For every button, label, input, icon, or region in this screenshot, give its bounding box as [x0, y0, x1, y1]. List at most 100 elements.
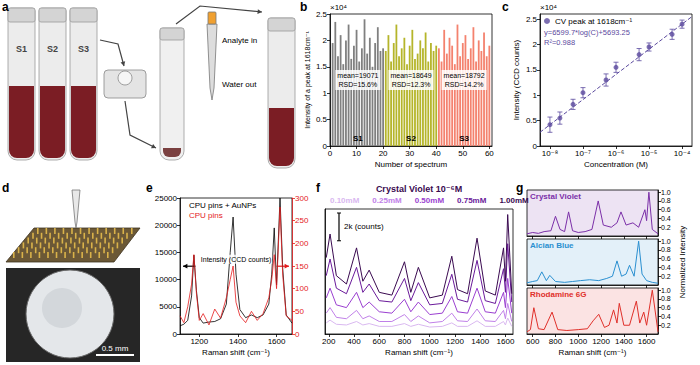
svg-text:0.10mM: 0.10mM	[330, 196, 360, 205]
svg-text:50: 50	[458, 149, 467, 158]
svg-text:0.8: 0.8	[661, 197, 671, 204]
svg-text:0.5 mm: 0.5 mm	[102, 344, 129, 353]
svg-text:Raman shift (cm⁻¹): Raman shift (cm⁻¹)	[559, 348, 627, 357]
svg-text:×10⁴: ×10⁴	[330, 3, 348, 12]
svg-text:0.4: 0.4	[661, 313, 671, 320]
svg-text:0.2: 0.2	[661, 273, 671, 280]
svg-text:RSD=14.2%: RSD=14.2%	[445, 81, 484, 88]
svg-text:1200: 1200	[190, 337, 208, 346]
svg-text:10⁻⁶: 10⁻⁶	[608, 149, 624, 158]
svg-text:1200: 1200	[592, 337, 610, 346]
svg-text:0.8: 0.8	[661, 246, 671, 253]
svg-text:CPU pins + AuNPs: CPU pins + AuNPs	[189, 201, 256, 210]
svg-text:0.2: 0.2	[661, 224, 671, 231]
svg-text:250: 250	[295, 216, 309, 225]
svg-text:RSD=15.6%: RSD=15.6%	[339, 81, 378, 88]
svg-text:1: 1	[533, 91, 538, 100]
svg-text:1: 1	[323, 89, 328, 98]
svg-text:5000: 5000	[159, 302, 177, 311]
svg-text:Normalized Intensity: Normalized Intensity	[678, 226, 687, 298]
svg-text:800: 800	[549, 337, 563, 346]
svg-text:10⁻⁵: 10⁻⁵	[641, 149, 657, 158]
svg-text:Raman shift (cm⁻¹): Raman shift (cm⁻¹)	[202, 348, 270, 357]
svg-text:1400: 1400	[615, 337, 633, 346]
svg-text:RSD=12.3%: RSD=12.3%	[392, 81, 431, 88]
svg-text:Rhodamine 6G: Rhodamine 6G	[530, 290, 586, 299]
svg-text:10: 10	[352, 149, 361, 158]
svg-text:0.75mM: 0.75mM	[457, 196, 487, 205]
svg-text:Analyte in: Analyte in	[222, 36, 257, 45]
svg-text:d: d	[2, 181, 9, 195]
svg-text:1400: 1400	[471, 337, 489, 346]
svg-text:10⁻⁴: 10⁻⁴	[674, 149, 691, 158]
svg-text:0.5: 0.5	[526, 116, 538, 125]
svg-text:Water out: Water out	[222, 80, 257, 89]
svg-text:200: 200	[322, 337, 336, 346]
svg-text:R²=0.988: R²=0.988	[544, 38, 575, 47]
svg-text:0.6: 0.6	[661, 304, 671, 311]
svg-text:100: 100	[295, 284, 309, 293]
svg-text:g: g	[516, 181, 523, 195]
svg-text:0.50mM: 0.50mM	[415, 196, 445, 205]
svg-text:0.4: 0.4	[661, 264, 671, 271]
svg-text:b: b	[300, 0, 307, 14]
svg-text:1.5: 1.5	[316, 62, 328, 71]
svg-text:25000: 25000	[155, 194, 178, 203]
svg-text:1000: 1000	[421, 337, 439, 346]
svg-text:150: 150	[295, 262, 309, 271]
svg-text:0.6: 0.6	[661, 255, 671, 262]
svg-text:600: 600	[526, 337, 540, 346]
svg-text:Crystal Violet: Crystal Violet	[530, 192, 581, 201]
svg-text:mean=19071: mean=19071	[337, 72, 378, 79]
svg-text:2: 2	[323, 36, 328, 45]
svg-text:0: 0	[328, 149, 333, 158]
svg-text:1600: 1600	[497, 337, 515, 346]
svg-text:Intensity (CCD counts): Intensity (CCD counts)	[201, 256, 271, 264]
svg-text:10⁻⁸: 10⁻⁸	[542, 149, 559, 158]
svg-text:300: 300	[295, 194, 309, 203]
svg-text:S3: S3	[78, 44, 89, 54]
svg-text:0.25mM: 0.25mM	[372, 196, 402, 205]
svg-text:1.0: 1.0	[661, 287, 671, 294]
svg-text:1600: 1600	[638, 337, 656, 346]
svg-text:S1: S1	[16, 44, 27, 54]
svg-text:600: 600	[373, 337, 387, 346]
svg-text:mean=18792: mean=18792	[444, 72, 485, 79]
svg-text:a: a	[2, 0, 9, 14]
svg-text:20000: 20000	[155, 221, 178, 230]
svg-text:0.8: 0.8	[661, 295, 671, 302]
svg-text:0.5: 0.5	[316, 115, 328, 124]
svg-text:Concentration (M): Concentration (M)	[584, 160, 648, 169]
svg-text:Crystal Violet 10⁻⁶M: Crystal Violet 10⁻⁶M	[376, 184, 462, 194]
svg-text:1600: 1600	[268, 337, 286, 346]
svg-text:CPU pins: CPU pins	[189, 211, 223, 220]
svg-text:S2: S2	[47, 44, 58, 54]
svg-text:1400: 1400	[229, 337, 247, 346]
svg-text:2k (counts): 2k (counts)	[344, 222, 384, 231]
svg-text:c: c	[502, 0, 509, 14]
svg-text:0: 0	[173, 330, 178, 339]
svg-text:Intensity (CCD counts): Intensity (CCD counts)	[512, 39, 521, 120]
svg-text:2: 2	[533, 40, 538, 49]
svg-text:1200: 1200	[446, 337, 464, 346]
svg-text:0.6: 0.6	[661, 206, 671, 213]
svg-text:0: 0	[533, 142, 538, 151]
svg-text:0.4: 0.4	[661, 215, 671, 222]
svg-text:Raman shift (cm⁻¹): Raman shift (cm⁻¹)	[385, 348, 453, 357]
svg-text:1.5: 1.5	[526, 65, 538, 74]
svg-text:1.00mM: 1.00mM	[499, 196, 529, 205]
svg-text:60: 60	[485, 149, 494, 158]
svg-text:40: 40	[432, 149, 441, 158]
svg-text:×10⁴: ×10⁴	[540, 3, 558, 12]
svg-text:y=6599.7*log(C)+5693.25: y=6599.7*log(C)+5693.25	[544, 28, 630, 37]
svg-text:S1: S1	[353, 134, 363, 143]
svg-text:400: 400	[347, 337, 361, 346]
svg-text:1000: 1000	[569, 337, 587, 346]
svg-text:30: 30	[405, 149, 414, 158]
svg-text:10000: 10000	[155, 275, 178, 284]
svg-text:15000: 15000	[155, 248, 178, 257]
svg-text:20: 20	[379, 149, 388, 158]
svg-text:1.0: 1.0	[661, 189, 671, 196]
svg-text:200: 200	[295, 239, 309, 248]
svg-text:Alcian Blue: Alcian Blue	[530, 241, 574, 250]
